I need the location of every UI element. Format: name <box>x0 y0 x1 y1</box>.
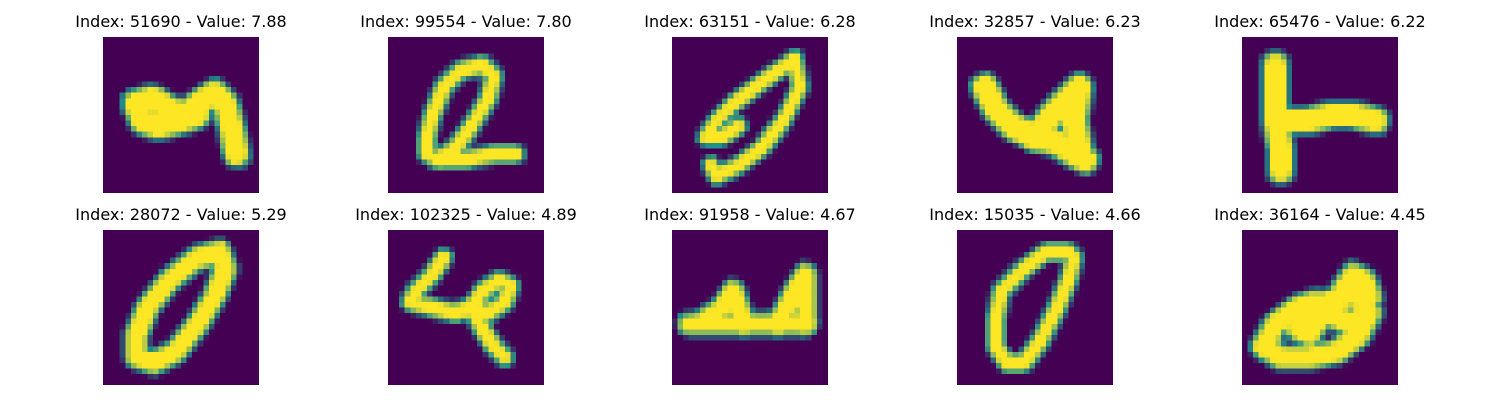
digit-image <box>103 230 259 385</box>
panel-8: Index: 91958 - Value: 4.67 <box>644 0 856 400</box>
panel-2: Index: 99554 - Value: 7.80 <box>360 0 572 400</box>
panel-5: Index: 65476 - Value: 6.22 <box>1214 0 1426 400</box>
digit-image <box>388 230 544 385</box>
panel-9: Index: 15035 - Value: 4.66 <box>929 0 1141 400</box>
digit-image <box>957 230 1113 385</box>
digit-image <box>1242 230 1398 385</box>
digit-image <box>103 37 259 193</box>
panel-4: Index: 32857 - Value: 6.23 <box>929 0 1141 400</box>
digit-image <box>388 37 544 193</box>
digit-image <box>672 230 828 385</box>
digit-image <box>957 37 1113 193</box>
panel-title: Index: 91958 - Value: 4.67 <box>644 205 856 224</box>
panel-title: Index: 51690 - Value: 7.88 <box>75 12 287 31</box>
digit-image <box>672 37 828 193</box>
panel-1: Index: 51690 - Value: 7.88 <box>75 0 287 400</box>
panel-title: Index: 65476 - Value: 6.22 <box>1214 12 1426 31</box>
digit-image <box>1242 37 1398 193</box>
panel-title: Index: 102325 - Value: 4.89 <box>355 205 577 224</box>
panel-title: Index: 99554 - Value: 7.80 <box>360 12 572 31</box>
panel-title: Index: 63151 - Value: 6.28 <box>644 12 856 31</box>
panel-title: Index: 28072 - Value: 5.29 <box>75 205 287 224</box>
panel-10: Index: 36164 - Value: 4.45 <box>1214 0 1426 400</box>
panel-6: Index: 28072 - Value: 5.29 <box>75 0 287 400</box>
panel-7: Index: 102325 - Value: 4.89 <box>355 0 577 400</box>
panel-title: Index: 15035 - Value: 4.66 <box>929 205 1141 224</box>
panel-title: Index: 36164 - Value: 4.45 <box>1214 205 1426 224</box>
panel-title: Index: 32857 - Value: 6.23 <box>929 12 1141 31</box>
panel-3: Index: 63151 - Value: 6.28 <box>644 0 856 400</box>
